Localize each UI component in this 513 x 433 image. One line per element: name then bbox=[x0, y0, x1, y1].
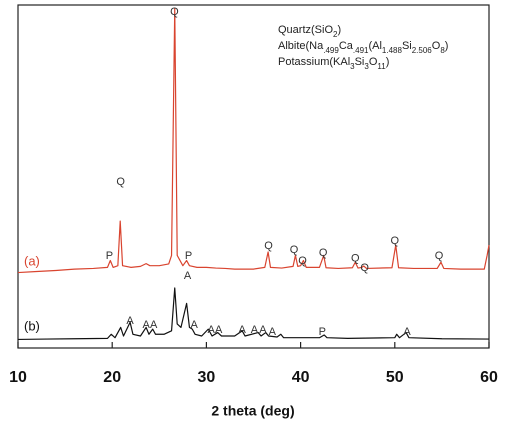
peak-label: Q bbox=[116, 176, 125, 188]
legend-subscript: 3 bbox=[350, 62, 355, 71]
legend-text: ) bbox=[445, 40, 449, 52]
series-label: (b) bbox=[24, 318, 40, 333]
legend-entry: Potassium(KAl3Si3O11) bbox=[278, 56, 389, 71]
peak-label: A bbox=[190, 319, 198, 331]
peak-label: A bbox=[239, 324, 247, 336]
legend-subscript: .491 bbox=[353, 46, 369, 55]
legend-subscript: 2.506 bbox=[412, 46, 433, 55]
legend-text: Albite(Na bbox=[278, 40, 324, 52]
peak-label: A bbox=[142, 319, 150, 331]
series-label: (a) bbox=[24, 253, 40, 268]
legend-text: Potassium(KAl bbox=[278, 56, 350, 68]
legend-subscript: 2 bbox=[333, 30, 338, 39]
series-line bbox=[17, 287, 490, 341]
peak-label: A bbox=[269, 326, 277, 338]
legend-text: Si bbox=[402, 40, 412, 52]
peak-label: A bbox=[403, 326, 411, 338]
peak-label: A bbox=[207, 324, 215, 336]
legend-subscript: .499 bbox=[323, 46, 339, 55]
peak-label: Q bbox=[264, 240, 273, 252]
peak-label: Q bbox=[351, 253, 360, 265]
legend-text: Ca bbox=[339, 40, 354, 52]
peak-label: A bbox=[150, 319, 158, 331]
peak-label: A bbox=[215, 324, 223, 336]
peak-label: A bbox=[126, 315, 134, 327]
legend-subscript: 3 bbox=[364, 62, 369, 71]
x-tick-label: 60 bbox=[480, 369, 498, 386]
legend-text: O bbox=[432, 40, 441, 52]
legend-text: Si bbox=[355, 56, 365, 68]
legend-subscript: 1.488 bbox=[382, 46, 403, 55]
peak-label: Q bbox=[319, 247, 328, 259]
legend-text: Quartz(SiO bbox=[278, 24, 333, 36]
legend-subscript: 11 bbox=[377, 62, 386, 71]
x-tick-label: 30 bbox=[198, 369, 216, 386]
peak-label: Q bbox=[391, 235, 400, 247]
legend-subscript: 8 bbox=[440, 46, 445, 55]
x-tick-label: 20 bbox=[103, 369, 121, 386]
peak-label: P bbox=[185, 250, 192, 262]
x-tick-label: 50 bbox=[386, 369, 404, 386]
peak-label: A bbox=[259, 324, 267, 336]
plot-frame bbox=[17, 4, 490, 349]
peak-label: Q bbox=[435, 250, 444, 262]
x-axis-label: 2 theta (deg) bbox=[211, 403, 294, 419]
x-tick-label: 40 bbox=[292, 369, 310, 386]
x-tick-label: 10 bbox=[9, 369, 27, 386]
series-line bbox=[17, 7, 490, 274]
legend-entry: Quartz(SiO2) bbox=[278, 24, 341, 39]
peak-label: A bbox=[184, 270, 192, 282]
peak-label: Q bbox=[360, 262, 369, 274]
peak-label: P bbox=[106, 250, 113, 262]
peak-label: Q bbox=[290, 244, 299, 256]
legend-entry: Albite(Na.499Ca.491(Al1.488Si2.506O8) bbox=[278, 40, 448, 55]
peak-label: Q bbox=[170, 6, 179, 18]
legend-text: (Al bbox=[368, 40, 381, 52]
legend-text: ) bbox=[337, 24, 341, 36]
peak-label: Q bbox=[298, 255, 307, 267]
legend-text: O bbox=[369, 56, 378, 68]
legend-text: ) bbox=[386, 56, 390, 68]
peak-label: P bbox=[319, 326, 326, 338]
peak-label: A bbox=[251, 324, 259, 336]
